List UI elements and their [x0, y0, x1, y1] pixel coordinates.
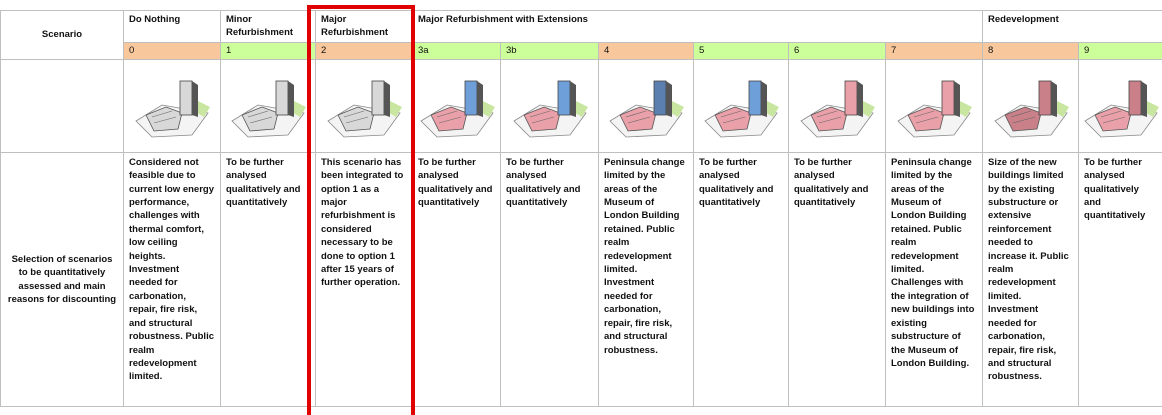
scenario-text: This scenario has been integrated to opt…: [315, 151, 413, 407]
scenario-image: [788, 58, 886, 153]
building-sketch: [135, 80, 210, 138]
building-sketch: [1083, 80, 1159, 138]
scenario-text: To be further analysed qualitatively and…: [412, 151, 501, 407]
scenario-text: To be further analysed qualitatively and…: [220, 151, 316, 407]
scenario-image: [982, 58, 1080, 153]
header: Major Refurbishment: [315, 10, 413, 43]
header: Do Nothing: [123, 10, 221, 43]
option-number: 0: [123, 41, 221, 60]
building-sketch: [897, 80, 973, 138]
header: Minor Refurbishment: [220, 10, 316, 43]
building-sketch: [800, 80, 875, 138]
scenario-text: To be further analysed qualitatively and…: [788, 151, 886, 407]
building-sketch: [327, 80, 402, 138]
scenario-image: [598, 58, 694, 153]
building-sketch: [704, 80, 779, 138]
scenario-table: Scenario Do Nothing Minor Refurbishment …: [0, 10, 1162, 407]
highlight-box: [307, 5, 415, 415]
scenario-text: Size of the new buildings limited by the…: [982, 151, 1080, 407]
row-label: Selection of scenarios to be quantitativ…: [0, 151, 124, 407]
option-number: 6: [788, 41, 886, 60]
scenario-text: To be further analysed qualitatively and…: [1078, 151, 1162, 407]
scenario-text: To be further analysed qualitatively and…: [500, 151, 599, 407]
scenario-text: To be further analysed qualitatively and…: [693, 151, 789, 407]
building-sketch: [609, 80, 684, 138]
building-sketch: [512, 80, 588, 138]
option-number: 4: [598, 41, 694, 60]
building-sketch: [993, 80, 1069, 138]
scenario-image: [412, 58, 501, 153]
scenario-image: [500, 58, 599, 153]
option-number: 7: [884, 41, 984, 60]
building-sketch: [419, 80, 495, 138]
building-sketch: [231, 80, 306, 138]
empty-cell: [0, 58, 124, 153]
option-number: 5: [693, 41, 789, 60]
scenario-text: Peninsula change limited by the areas of…: [598, 151, 694, 407]
scenario-text: Considered not feasible due to current l…: [123, 151, 221, 407]
scenario-image: [884, 58, 984, 153]
option-number: 9: [1078, 41, 1162, 60]
scenario-image: [693, 58, 789, 153]
option-number: 3a: [412, 41, 501, 60]
scenario-image: [220, 58, 316, 153]
header: Redevelopment: [982, 10, 1162, 43]
scenario-image: [123, 58, 221, 153]
scenario-image: [315, 58, 413, 153]
scenario-label: Scenario: [0, 10, 124, 60]
option-number: 1: [220, 41, 316, 60]
header: Major Refurbishment with Extensions: [411, 10, 984, 43]
option-number: 3b: [500, 41, 599, 60]
scenario-text: Peninsula change limited by the areas of…: [884, 151, 984, 407]
option-number: 2: [315, 41, 413, 60]
option-number: 8: [982, 41, 1080, 60]
scenario-image: [1078, 58, 1162, 153]
